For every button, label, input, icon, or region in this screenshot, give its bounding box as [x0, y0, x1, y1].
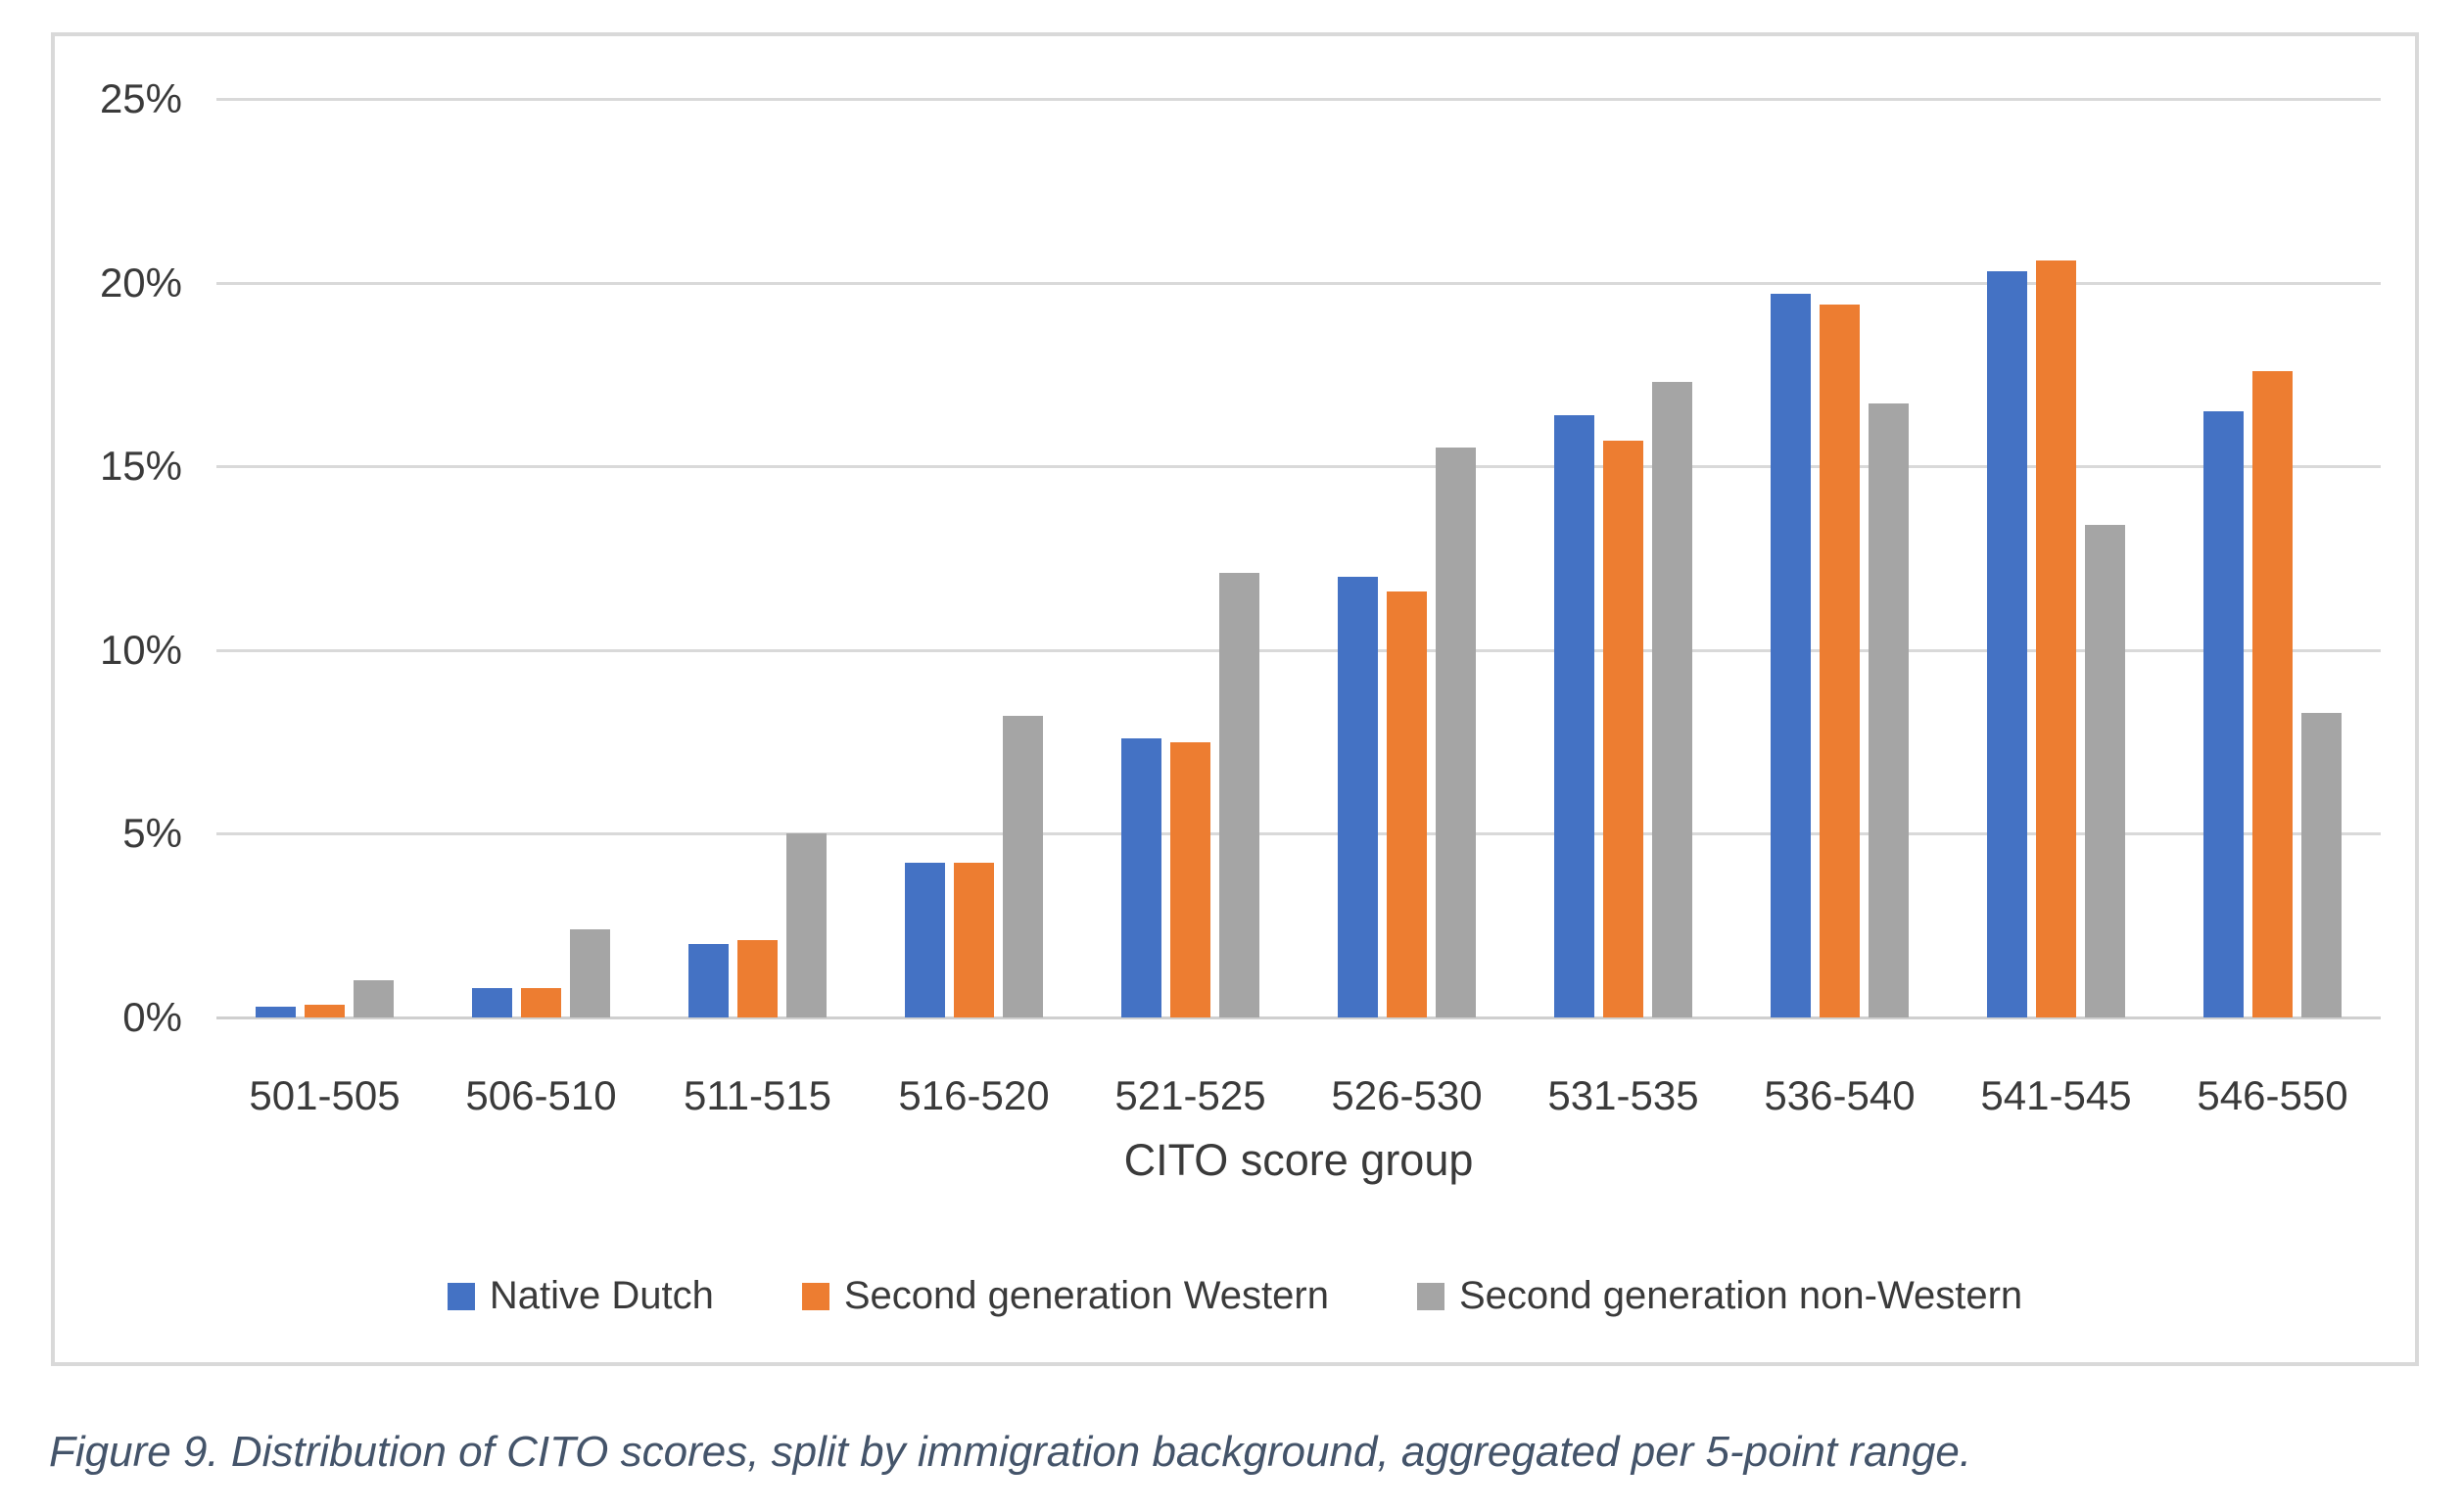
bar-second-generation-western-546-550	[2252, 371, 2293, 1017]
legend: Native Dutch Second generation Western Sec…	[55, 1274, 2415, 1318]
x-tick-label-541-545: 541-545	[1980, 1072, 2132, 1118]
x-axis-title: CITO score group	[1123, 1135, 1474, 1185]
legend-label: Second generation Western	[843, 1274, 1329, 1317]
bar-second-generation-non-western-536-540	[1869, 403, 1909, 1017]
bar-second-generation-western-521-525	[1170, 742, 1210, 1017]
legend-label: Native Dutch	[489, 1274, 714, 1317]
bar-native-dutch-501-505	[256, 1007, 296, 1017]
legend-swatch-icon	[801, 1282, 829, 1310]
bar-native-dutch-516-520	[905, 863, 945, 1017]
x-tick-label-526-530: 526-530	[1331, 1072, 1483, 1118]
y-tick-label-20: 20%	[99, 259, 182, 306]
chart-container: CITO score group Native Dutch Second gene…	[51, 32, 2419, 1366]
bar-group-506-510	[433, 99, 649, 1017]
x-tick-label-531-535: 531-535	[1547, 1072, 1699, 1118]
legend-swatch-icon	[1416, 1282, 1444, 1310]
y-tick-label-25: 25%	[99, 75, 182, 121]
bar-group-536-540	[1731, 99, 1948, 1017]
gridline-25	[216, 98, 2381, 101]
bar-native-dutch-546-550	[2203, 411, 2244, 1017]
bar-group-516-520	[866, 99, 1082, 1017]
gridline-15	[216, 465, 2381, 469]
x-tick-label-536-540: 536-540	[1764, 1072, 1916, 1118]
bar-group-531-535	[1515, 99, 1731, 1017]
gridline-10	[216, 648, 2381, 652]
bar-second-generation-western-526-530	[1387, 591, 1427, 1017]
bar-group-521-525	[1082, 99, 1299, 1017]
bar-second-generation-western-531-535	[1603, 441, 1643, 1017]
bar-second-generation-western-541-545	[2036, 260, 2076, 1017]
bar-second-generation-non-western-541-545	[2085, 525, 2125, 1017]
bar-group-541-545	[1948, 99, 2164, 1017]
bar-second-generation-non-western-521-525	[1219, 573, 1259, 1017]
x-tick-label-521-525: 521-525	[1114, 1072, 1266, 1118]
bar-native-dutch-536-540	[1771, 294, 1811, 1017]
bar-second-generation-non-western-526-530	[1436, 448, 1476, 1017]
y-tick-label-10: 10%	[99, 626, 182, 673]
bar-group-546-550	[2164, 99, 2381, 1017]
y-tick-label-15: 15%	[99, 443, 182, 490]
bar-second-generation-non-western-501-505	[354, 980, 394, 1017]
legend-item-second-generation-non-western: Second generation non-Western	[1416, 1274, 2023, 1318]
bar-group-511-515	[649, 99, 866, 1017]
y-tick-label-0: 0%	[122, 994, 182, 1040]
bar-second-generation-western-501-505	[305, 1005, 345, 1017]
legend-item-native-dutch: Native Dutch	[447, 1274, 714, 1318]
x-axis-line	[216, 1016, 2381, 1019]
bar-native-dutch-521-525	[1121, 738, 1161, 1017]
x-tick-label-511-515: 511-515	[683, 1072, 832, 1118]
bar-second-generation-non-western-511-515	[786, 833, 827, 1017]
bar-second-generation-non-western-506-510	[570, 929, 610, 1017]
x-tick-label-546-550: 546-550	[2197, 1072, 2348, 1118]
gridline-20	[216, 281, 2381, 285]
bar-native-dutch-506-510	[472, 988, 512, 1017]
bar-second-generation-non-western-516-520	[1003, 716, 1043, 1017]
bar-second-generation-western-506-510	[521, 988, 561, 1017]
bar-second-generation-non-western-531-535	[1652, 382, 1692, 1017]
x-tick-label-506-510: 506-510	[465, 1072, 617, 1118]
bar-native-dutch-526-530	[1338, 577, 1378, 1017]
legend-swatch-icon	[447, 1282, 475, 1310]
gridline-5	[216, 832, 2381, 836]
bar-second-generation-western-511-515	[737, 940, 778, 1017]
bar-group-526-530	[1299, 99, 1515, 1017]
bar-native-dutch-511-515	[688, 944, 729, 1017]
bar-group-501-505	[216, 99, 433, 1017]
y-tick-label-5: 5%	[122, 810, 182, 857]
bar-second-generation-non-western-546-550	[2301, 713, 2342, 1017]
legend-item-second-generation-western: Second generation Western	[801, 1274, 1329, 1318]
bar-native-dutch-541-545	[1987, 271, 2027, 1017]
x-tick-label-501-505: 501-505	[249, 1072, 401, 1118]
bar-second-generation-western-536-540	[1820, 305, 1860, 1017]
figure-caption: Figure 9. Distribution of CITO scores, s…	[49, 1428, 1972, 1476]
bar-second-generation-western-516-520	[954, 863, 994, 1017]
legend-label: Second generation non-Western	[1458, 1274, 2023, 1317]
bar-native-dutch-531-535	[1554, 415, 1594, 1017]
x-tick-label-516-520: 516-520	[898, 1072, 1050, 1118]
